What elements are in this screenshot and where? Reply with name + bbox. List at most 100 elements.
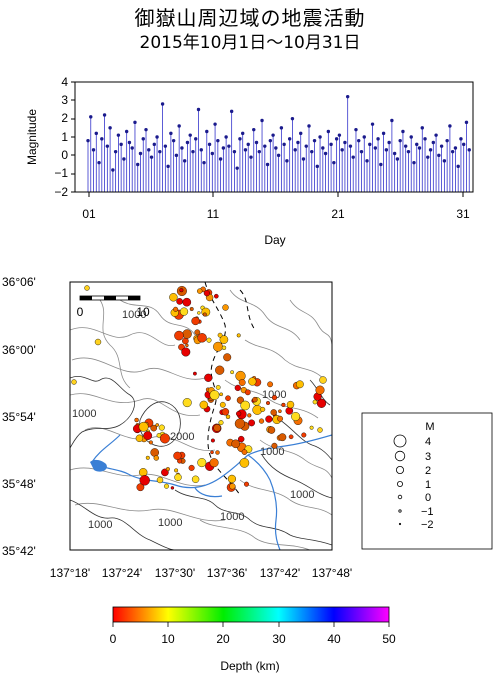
ts-point [318,135,322,139]
ts-point [426,155,430,159]
epicenter-marker [219,392,223,397]
ts-point [246,142,250,147]
ts-point [221,146,226,150]
epicenter-marker [199,400,209,410]
epicenter-marker [217,332,223,338]
lat-label: 35°54' [2,410,36,424]
ts-point [196,107,201,112]
epicenter-marker [71,379,77,385]
depth-colorbar: 0 10 20 30 40 50 Depth (km) [110,606,396,673]
epicenter-marker [148,440,153,445]
legend-circle-m3 [394,450,406,462]
epicenter-marker [206,337,212,343]
ts-point [310,149,314,154]
epicenter-marker [179,288,184,293]
epicenter-marker [234,384,241,392]
ts-point [279,126,284,130]
epicenter-marker [219,335,229,344]
ts-y-axis-label: Magnitude [25,109,39,165]
ts-point [252,127,256,132]
epicenter-marker [219,401,226,408]
ts-point [384,148,389,152]
epicenter-marker [156,476,164,484]
ts-point [152,142,157,147]
ts-point [180,146,184,150]
epicenter-marker [189,307,194,312]
colorbar-tick: 10 [161,632,175,646]
ts-point [254,140,259,145]
ts-dots [86,94,471,172]
ts-point [108,126,112,130]
epicenter-marker [215,365,225,375]
epicenter-marker [204,373,213,382]
ts-point [439,144,444,148]
ts-point [171,138,176,143]
map-contents: 1000 1000 2000 1000 1000 1000 1000 10 00 … [70,282,332,550]
epicenter-marker [136,483,145,492]
epicenter-marker [169,293,178,302]
ts-point [100,137,104,141]
ts-point [232,149,237,154]
ts-point [227,144,231,148]
ts-point [445,138,449,143]
lat-label: 35°42' [2,544,36,558]
epicenter-marker [248,419,256,427]
ts-ytick: −1 [54,166,68,180]
epicenter-marker [265,415,273,423]
lon-label: 137°42' [260,566,300,580]
epicenter-marker [286,400,295,409]
ts-point [373,146,378,150]
epicenter-marker [237,435,245,443]
ts-point [94,131,98,136]
ts-point [448,124,452,128]
epicenter-marker [240,400,250,411]
ts-point [169,131,173,136]
legend-label: −1 [421,506,434,518]
epicenter-marker [270,409,277,416]
epicenter-marker [285,406,294,415]
ts-point [86,138,90,143]
ts-point [102,113,107,117]
ts-point [299,131,303,136]
ts-point [158,149,162,154]
ts-point [274,146,278,150]
ts-point [379,162,383,167]
ts-point [290,116,295,121]
ts-point [260,118,264,123]
scale-label-10: 10 [136,305,150,319]
ts-point [287,137,292,141]
epicenter-marker [170,486,175,490]
ts-point [401,129,405,134]
ts-point [194,137,198,141]
ts-point [144,127,148,132]
ts-point [326,129,331,134]
epicenter-marker [227,474,237,484]
ts-point [127,140,132,145]
epicenter-marker [179,307,189,316]
ts-point [323,151,328,156]
epicenter-marker [230,370,235,375]
epicenter-marker [194,329,201,336]
epicenter-marker [203,290,211,297]
ts-x-axis-label: Day [264,233,285,247]
map-frame [69,281,333,551]
epicenter-marker [278,433,287,442]
ts-point [420,126,424,130]
epicenter-marker [247,413,252,418]
ts-point [431,140,436,145]
epicenter-marker [222,304,229,311]
epicenter-marker [210,438,215,443]
ts-point [406,149,411,154]
epicenter-marker [215,450,220,455]
scale-label-0: 0 [77,305,84,319]
epicenter-marker [185,343,189,348]
ts-point [423,137,427,141]
legend-circle-m1 [396,480,403,487]
ts-point [185,140,190,145]
ts-point [359,149,364,154]
epicenter-marker [271,442,278,449]
ts-point [130,146,134,150]
ts-point [332,160,336,165]
ts-point [312,138,317,143]
